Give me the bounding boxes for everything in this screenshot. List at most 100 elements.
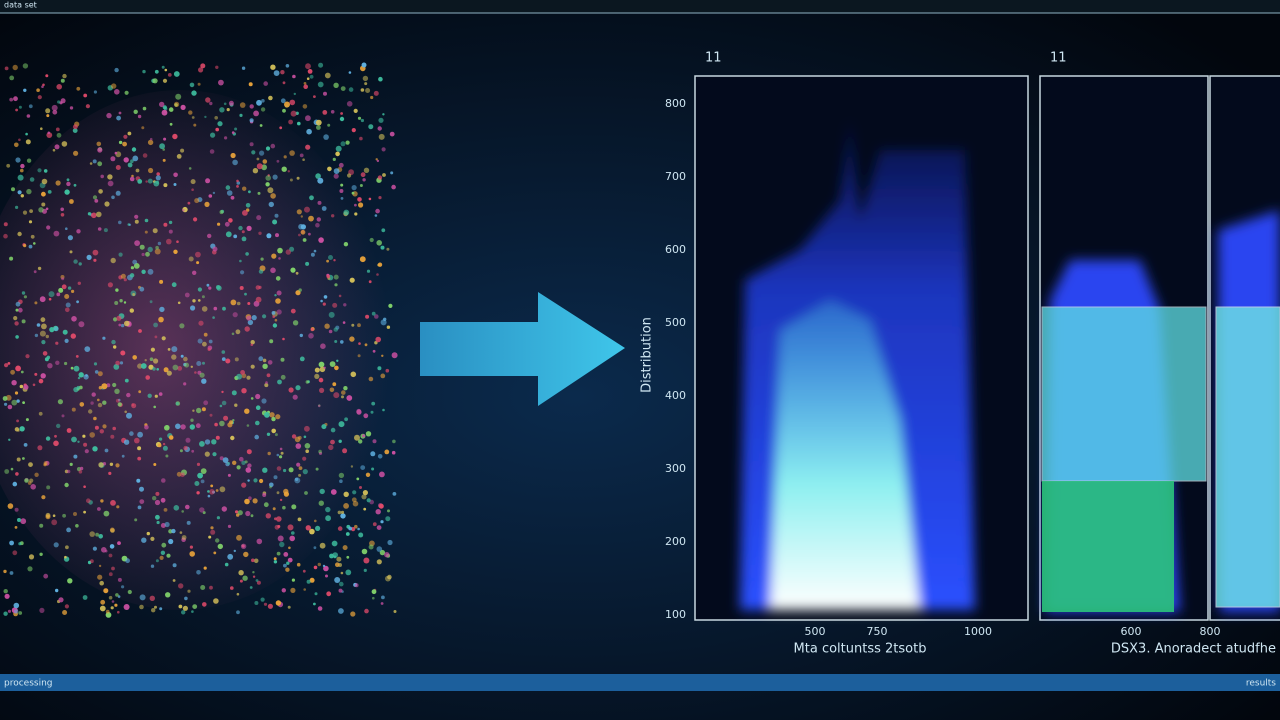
dot (41, 178, 48, 185)
dot (47, 363, 53, 369)
dot (230, 152, 236, 159)
dot (225, 358, 231, 364)
dot (363, 568, 367, 573)
dot (150, 536, 155, 542)
dot (17, 518, 21, 522)
dot (154, 394, 158, 398)
dot (203, 566, 207, 570)
dot (201, 295, 205, 299)
x-tick-label: 800 (1200, 625, 1221, 638)
dot (69, 250, 73, 254)
dot (41, 495, 46, 500)
dot (241, 230, 245, 234)
dot (45, 436, 51, 441)
dot (155, 514, 160, 520)
dot (263, 602, 268, 606)
dot (273, 475, 278, 480)
dot (4, 66, 9, 71)
dot (53, 326, 59, 332)
dot (75, 524, 79, 528)
dot (244, 292, 247, 296)
dot (326, 259, 329, 263)
dot (391, 450, 396, 455)
dot (13, 142, 19, 148)
dot (223, 102, 227, 106)
dot (265, 146, 271, 151)
dot (191, 90, 197, 96)
dot (245, 510, 251, 517)
dot (161, 65, 165, 69)
dot (29, 209, 33, 214)
dot (340, 112, 343, 115)
dot (28, 554, 35, 560)
dot (237, 510, 243, 516)
dot (180, 472, 185, 478)
dot (137, 456, 142, 461)
dot (58, 287, 64, 293)
dot (126, 392, 131, 398)
dot (96, 141, 102, 147)
dot (55, 341, 59, 345)
dot (258, 285, 262, 289)
dot (180, 104, 186, 110)
dot (4, 593, 10, 599)
dot (280, 374, 286, 380)
dot (333, 168, 340, 175)
dot (174, 101, 180, 107)
dot (295, 385, 301, 391)
dot (132, 355, 137, 360)
dot (242, 210, 248, 216)
dot (370, 95, 374, 100)
dot (232, 312, 238, 318)
dot (283, 552, 289, 557)
dot (239, 102, 246, 108)
dot (98, 386, 103, 390)
dot (36, 88, 40, 92)
dot (196, 261, 200, 265)
dot (66, 178, 70, 182)
dot (132, 293, 136, 296)
dot (13, 602, 20, 609)
dot (329, 387, 335, 393)
x-tick-label: 600 (1121, 625, 1142, 638)
dot (380, 520, 384, 524)
dot (199, 507, 205, 513)
dot (45, 207, 49, 211)
dot (317, 404, 321, 408)
dot (205, 97, 211, 103)
dot (169, 122, 173, 126)
dot (219, 420, 225, 427)
dot (168, 220, 173, 225)
dot (137, 363, 143, 369)
dot (182, 208, 185, 212)
dot (308, 215, 314, 222)
dot (375, 509, 381, 515)
dot (260, 107, 266, 112)
dot (320, 343, 326, 350)
y-tick-label: 600 (665, 243, 686, 256)
dot (161, 336, 166, 341)
dot (151, 608, 156, 613)
dot (380, 245, 385, 250)
dot (159, 555, 164, 561)
dot (2, 396, 8, 401)
dot (337, 526, 343, 531)
dot (361, 62, 367, 68)
dot (345, 532, 350, 536)
dot (338, 588, 343, 593)
dot (13, 96, 18, 102)
arrow (420, 292, 625, 406)
dot (379, 471, 385, 478)
dot (107, 174, 113, 180)
dot (242, 186, 247, 191)
dot (333, 392, 340, 399)
dot (97, 161, 103, 167)
dot (268, 95, 273, 101)
dot (275, 276, 281, 281)
dot (162, 78, 168, 83)
dot (219, 404, 223, 408)
dot (16, 419, 19, 423)
dot (161, 542, 167, 548)
dot (92, 195, 98, 200)
dot (88, 409, 93, 414)
